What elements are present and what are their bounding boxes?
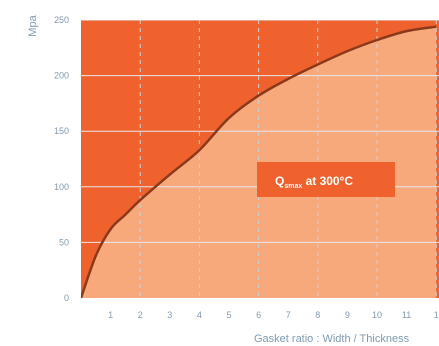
y-tick-labels: 0 50 100 150 200 250	[54, 15, 69, 303]
x-tick-label: 5	[226, 310, 231, 320]
x-tick-label: 3	[167, 310, 172, 320]
y-tick-label: 0	[64, 293, 69, 303]
x-tick-label: 1	[108, 310, 113, 320]
x-tick-label: 2	[138, 310, 143, 320]
x-axis-label: Gasket ratio : Width / Thickness	[254, 333, 410, 345]
y-tick-label: 150	[54, 126, 69, 136]
annotation-main: Q	[275, 174, 284, 188]
annotation-box: Qsmax at 300°C	[257, 162, 395, 197]
x-tick-label: 4	[197, 310, 202, 320]
y-tick-label: 100	[54, 182, 69, 192]
y-tick-label: 250	[54, 15, 69, 25]
annotation-suffix: at 300°C	[302, 174, 353, 188]
x-tick-label: 6	[256, 310, 261, 320]
x-tick-label: 11	[402, 310, 411, 320]
y-tick-label: 200	[54, 71, 69, 81]
series-line	[81, 25, 437, 298]
y-axis-label: Mpa	[27, 14, 39, 36]
x-tick-label: 9	[345, 310, 350, 320]
annotation-subscript: smax	[284, 183, 302, 190]
x-tick-label: 1	[434, 310, 439, 320]
annotation-background	[257, 162, 395, 197]
annotation-label: Qsmax at 300°C	[275, 174, 353, 190]
x-tick-labels: 1 2 3 4 5 6 7 8 9 10 11 1	[108, 310, 439, 320]
x-tick-label: 7	[286, 310, 291, 320]
y-tick-label: 50	[59, 237, 69, 247]
plot-area	[81, 20, 439, 298]
x-tick-label: 8	[315, 310, 320, 320]
x-tick-label: 10	[372, 310, 382, 320]
